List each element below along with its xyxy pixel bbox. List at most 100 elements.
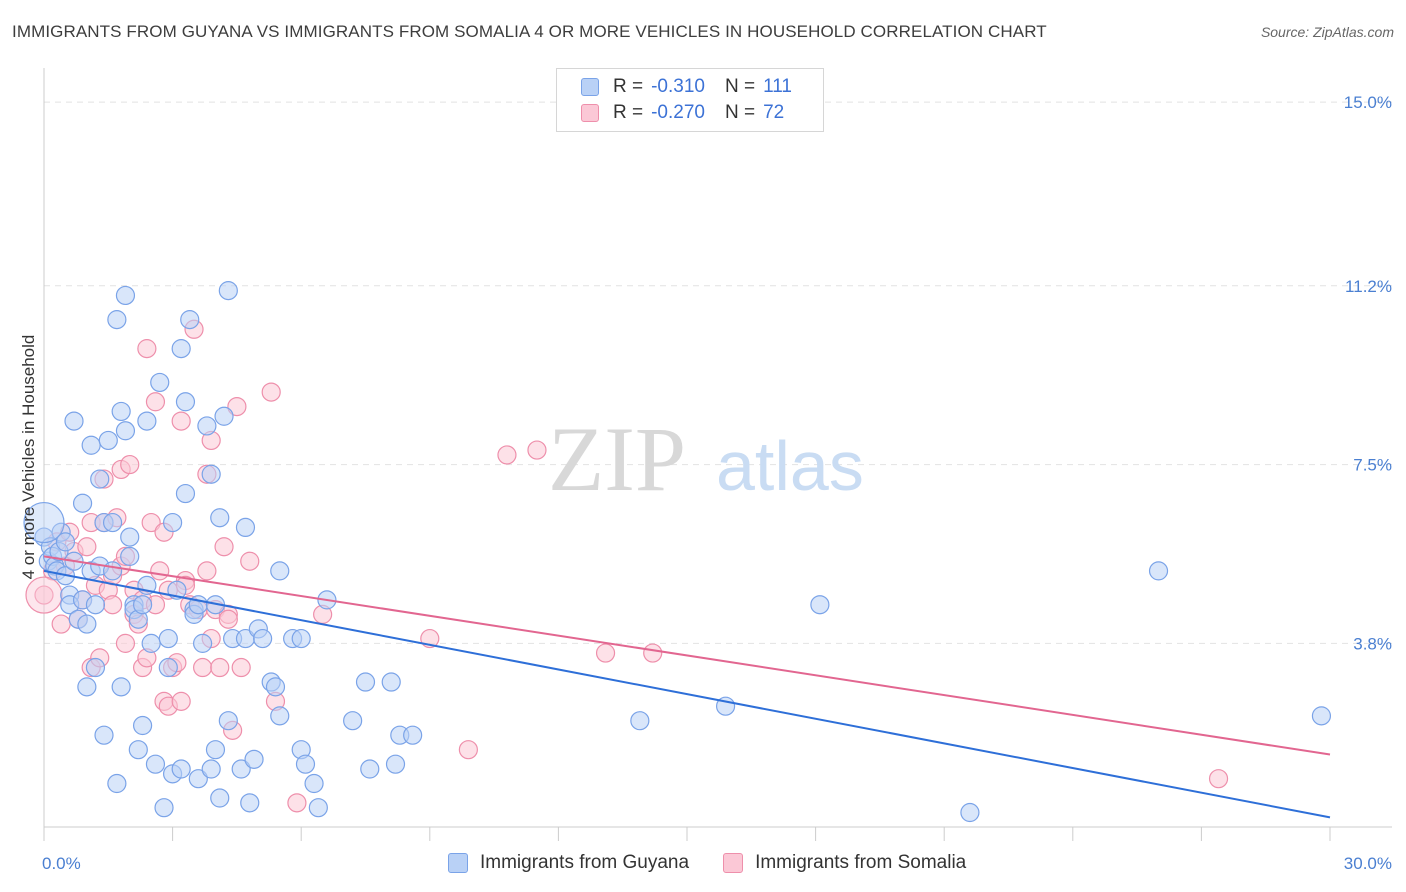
- guyana-point: [304, 773, 324, 794]
- guyana-point: [171, 339, 191, 359]
- axes: [43, 68, 1392, 841]
- guyana-point: [197, 416, 217, 436]
- guyana-trendline: [43, 569, 1331, 819]
- guyana-point: [158, 628, 178, 649]
- guyana-point: [360, 759, 380, 779]
- guyana-point: [120, 546, 140, 566]
- somalia-point: [120, 454, 140, 475]
- guyana-point: [308, 798, 328, 818]
- somalia-point: [150, 561, 170, 581]
- somalia-trendline: [43, 555, 1331, 756]
- guyana-point: [235, 517, 256, 538]
- guyana-point: [210, 508, 230, 528]
- guyana-point: [175, 392, 196, 412]
- somalia-point: [137, 339, 157, 359]
- legend-item-somalia[interactable]: Immigrants from Somalia: [723, 852, 966, 874]
- guyana-point: [81, 435, 101, 455]
- somalia-point: [287, 793, 307, 813]
- guyana-point: [240, 793, 260, 813]
- guyana-point: [111, 401, 131, 422]
- guyana-point: [1148, 561, 1169, 581]
- legend-r-label: R =: [613, 102, 644, 123]
- legend-row-guyana: R = -0.310 N = 111: [581, 76, 792, 98]
- guyana-point: [201, 759, 221, 779]
- guyana-point: [343, 711, 363, 731]
- guyana-point: [218, 281, 238, 301]
- legend-row-somalia: R = -0.270 N = 72: [581, 102, 784, 124]
- guyana-point: [201, 464, 221, 484]
- source-label: Source: ZipAtlas.com: [1260, 24, 1394, 40]
- guyana-point: [132, 595, 153, 615]
- guyana-point: [231, 759, 251, 779]
- y-tick-label: 11.2%: [1345, 277, 1392, 296]
- x-tick-label: 30.0%: [1344, 854, 1392, 873]
- guyana-point: [107, 310, 127, 330]
- correlation-legend: R = -0.310 N = 111 R = -0.270 N = 72: [556, 68, 824, 132]
- guyana-point: [295, 754, 316, 774]
- guyana-point: [90, 469, 110, 489]
- somalia-point: [141, 512, 161, 533]
- somalia-point: [193, 657, 213, 678]
- guyana-point: [145, 754, 166, 774]
- legend-r-value: -0.310: [651, 76, 705, 97]
- chart-title: IMMIGRANTS FROM GUYANA VS IMMIGRANTS FRO…: [12, 22, 1047, 41]
- guyana-point: [115, 285, 136, 306]
- guyana-point: [158, 657, 178, 678]
- guyana-point: [193, 633, 213, 653]
- somalia-point: [1208, 769, 1229, 789]
- guyana-point: [218, 711, 238, 731]
- guyana-point: [385, 754, 406, 774]
- legend-n-value: 72: [763, 102, 785, 123]
- guyana-point: [810, 595, 830, 615]
- somalia-point: [497, 445, 517, 465]
- somalia-point: [240, 551, 260, 571]
- watermark-atlas: atlas: [716, 427, 864, 505]
- somalia-point: [214, 537, 234, 557]
- guyana-point: [102, 512, 123, 533]
- guyana-point: [55, 532, 76, 552]
- somalia-point: [197, 561, 217, 581]
- somalia-point: [34, 585, 54, 605]
- y-axis-label: 4 or more Vehicles in Household: [19, 335, 38, 580]
- y-tick-label: 3.8%: [1353, 634, 1392, 653]
- guyana-point: [154, 798, 174, 818]
- legend-r-label: R =: [613, 76, 644, 97]
- guyana-point: [210, 788, 230, 808]
- guyana-point: [175, 483, 196, 504]
- legend-item-guyana[interactable]: Immigrants from Guyana: [448, 852, 689, 874]
- series-somalia-points: [25, 319, 1229, 813]
- y-tick-label: 7.5%: [1353, 456, 1392, 475]
- guyana-point: [270, 706, 290, 726]
- guyana-point: [137, 411, 157, 431]
- legend-swatch-guyana: [448, 853, 468, 873]
- somalia-point: [171, 691, 191, 711]
- guyana-point: [150, 372, 170, 393]
- somalia-point: [527, 440, 547, 460]
- y-tick-labels: 3.8% 7.5% 11.2% 15.0%: [1344, 93, 1392, 653]
- somalia-point: [115, 633, 136, 653]
- watermark-zip: ZIP: [548, 408, 686, 510]
- guyana-point: [72, 493, 93, 513]
- series-guyana-points: [23, 281, 1332, 823]
- somalia-point: [25, 576, 63, 614]
- somalia-point: [231, 657, 251, 678]
- guyana-point: [115, 421, 136, 441]
- guyana-point: [244, 749, 264, 769]
- somalia-point: [227, 396, 247, 417]
- guyana-point: [355, 672, 376, 692]
- guyana-point: [403, 725, 423, 745]
- guyana-point: [141, 633, 161, 653]
- guyana-point: [64, 411, 84, 431]
- legend-label-guyana: Immigrants from Guyana: [480, 852, 690, 873]
- guyana-point: [85, 657, 106, 678]
- x-tick-label: 0.0%: [42, 854, 81, 873]
- y-tick-label: 15.0%: [1344, 93, 1392, 112]
- guyana-point: [291, 628, 311, 649]
- guyana-point: [381, 672, 401, 692]
- guyana-point: [180, 310, 200, 330]
- legend-n-label: N =: [724, 76, 756, 97]
- guyana-point: [163, 512, 183, 533]
- trendlines: [43, 555, 1331, 819]
- legend-swatch-guyana: [581, 78, 599, 96]
